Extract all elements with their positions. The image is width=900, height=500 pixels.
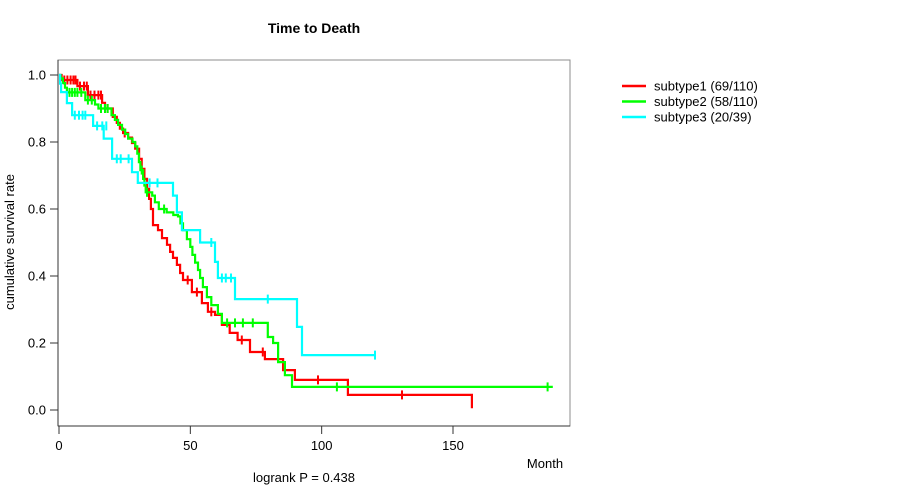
survival-curves xyxy=(59,73,553,409)
y-tick-label: 0.8 xyxy=(28,135,46,150)
survival-curve-subtype2 xyxy=(59,73,553,388)
x-tick-label: 150 xyxy=(442,438,464,453)
y-tick-label: 1.0 xyxy=(28,68,46,83)
legend-label-subtype2: subtype2 (58/110) xyxy=(654,94,758,109)
censor-marks-subtype2 xyxy=(68,87,549,392)
survival-curve-subtype3 xyxy=(59,73,375,357)
y-tick-label: 0.0 xyxy=(28,403,46,418)
y-tick-label: 0.2 xyxy=(28,336,46,351)
legend: subtype1 (69/110)subtype2 (58/110)subtyp… xyxy=(622,79,758,125)
x-tick-label: 50 xyxy=(183,438,197,453)
legend-label-subtype1: subtype1 (69/110) xyxy=(654,79,758,94)
x-tick-label: 0 xyxy=(55,438,62,453)
axis-ticks: 0.0 0.2 0.4 0.6 0.8 1.0 0 50 100 150 xyxy=(28,68,464,454)
plot-title: Time to Death xyxy=(268,20,360,36)
x-axis-title: Month xyxy=(527,456,563,471)
y-axis-title: cumulative survival rate xyxy=(2,174,17,310)
logrank-annotation: logrank P = 0.438 xyxy=(253,470,355,485)
x-tick-label: 100 xyxy=(311,438,333,453)
censor-marks-subtype3 xyxy=(73,110,376,360)
y-tick-label: 0.6 xyxy=(28,202,46,217)
y-tick-label: 0.4 xyxy=(28,269,46,284)
legend-label-subtype3: subtype3 (20/39) xyxy=(654,110,752,125)
